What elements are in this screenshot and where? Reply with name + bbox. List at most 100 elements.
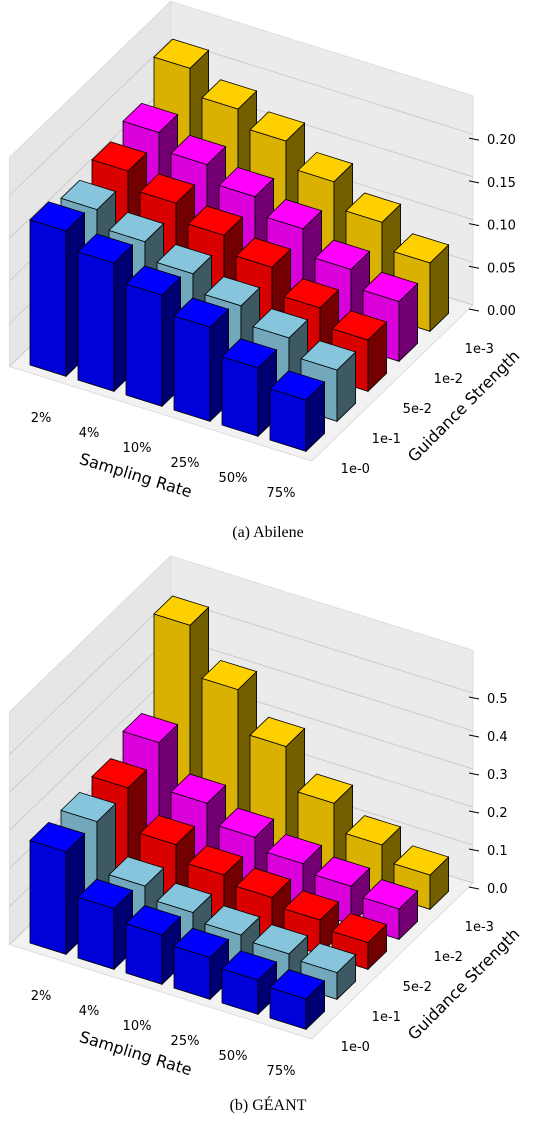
bar-top [300, 942, 357, 974]
bar-top [393, 233, 450, 264]
bar-top [125, 905, 182, 936]
bar-top [269, 370, 326, 401]
bar [345, 815, 402, 896]
bar [269, 969, 326, 1031]
bar-top [187, 205, 244, 236]
bar [235, 867, 292, 941]
bar [77, 233, 134, 393]
bar-top [252, 924, 309, 955]
bar-top [204, 276, 261, 307]
bar-top [300, 340, 357, 371]
bar [29, 201, 86, 378]
bar [221, 950, 278, 1016]
bar [269, 370, 326, 453]
bar-top [139, 173, 196, 204]
bar-top [362, 271, 419, 302]
bar-top [201, 79, 258, 110]
bar-top [29, 821, 86, 853]
bar-top [201, 659, 258, 691]
bar-front [77, 251, 115, 392]
y-tick-label: 1e-3 [465, 342, 494, 357]
bar-top [221, 950, 278, 981]
y-tick-label: 1e-1 [372, 432, 401, 447]
bar [221, 338, 278, 438]
z-tick [468, 772, 480, 776]
z-tick-label: 0.5 [487, 692, 508, 707]
z-tick-label: 0.3 [487, 768, 508, 783]
z-tick [468, 734, 480, 738]
x-tick-label: 4% [79, 1004, 100, 1019]
bar-top [218, 807, 275, 838]
bar [77, 878, 134, 971]
bar-top [156, 244, 213, 275]
x-tick-label: 2% [31, 989, 52, 1004]
bar-top [173, 297, 230, 328]
z-tick [468, 810, 480, 814]
y-tick-label: 1e-2 [434, 950, 463, 965]
grid-line [9, 39, 474, 197]
bar-top [170, 134, 227, 166]
bar-top [235, 237, 292, 268]
bar-top [125, 265, 182, 296]
bar-top [153, 38, 210, 69]
bar [300, 942, 357, 1001]
z-tick-label: 0.10 [487, 219, 516, 234]
bar-top [297, 151, 354, 183]
z-tick [468, 696, 480, 700]
bar [393, 845, 450, 911]
bar-top [77, 878, 134, 909]
bar-top [108, 856, 165, 887]
bar-top [266, 833, 323, 865]
bar-top [122, 102, 179, 133]
bar [125, 265, 182, 408]
bar-top [283, 278, 340, 309]
caption: (b) GÉANT [230, 1095, 307, 1114]
bar-front [125, 283, 163, 407]
bar-top [252, 308, 309, 339]
bar-top [153, 595, 210, 626]
bar-top [204, 905, 261, 936]
bar-top [249, 111, 306, 142]
x-tick-label: 75% [267, 1064, 296, 1079]
z-tick [468, 848, 480, 852]
z-tick-label: 0.0 [487, 882, 508, 897]
z-tick [468, 137, 480, 141]
z-tick [468, 886, 480, 890]
bar-top [283, 890, 340, 921]
bar-top [393, 845, 450, 876]
bar [173, 297, 230, 423]
z-tick-label: 0.2 [487, 806, 508, 821]
x-tick-label: 10% [123, 441, 152, 456]
bar-top [266, 199, 323, 230]
z-tick-label: 0.4 [487, 730, 508, 745]
z-tick-label: 0.20 [487, 133, 516, 148]
bar-top [362, 879, 419, 910]
bar-top [77, 233, 134, 264]
x-tick-label: 50% [219, 1049, 248, 1064]
y-tick-label: 5e-2 [403, 980, 432, 995]
bar-front [29, 219, 67, 377]
z-tick-label: 0.05 [487, 261, 516, 276]
z-tick-label: 0.15 [487, 176, 516, 191]
x-tick-label: 25% [171, 1034, 200, 1049]
plot: 0.00 0.05 0.10 0.15 0.20 2% 4% 10% 25% 50% 75% 1e-0… [8, 0, 523, 541]
y-tick-label: 1e-1 [372, 1010, 401, 1025]
bar-front [173, 315, 211, 422]
bar-top [60, 179, 117, 211]
plot: 0.00.10.20.30.40.52%4%10%25%50%75%1e-01e… [8, 554, 523, 1114]
bar-front [221, 356, 259, 437]
bar-top [249, 716, 306, 747]
bar-top [345, 815, 402, 846]
bar-top [29, 201, 86, 232]
y-tick-label: 1e-0 [341, 462, 370, 477]
bar-top [91, 758, 148, 789]
bar-top [170, 773, 227, 804]
z-tick [468, 308, 480, 312]
bar [125, 905, 182, 986]
bar-top [235, 867, 292, 898]
bar-top [156, 882, 213, 913]
bar [173, 927, 230, 1001]
bar-front [77, 896, 115, 970]
z-tick-label: 0.00 [487, 304, 516, 319]
